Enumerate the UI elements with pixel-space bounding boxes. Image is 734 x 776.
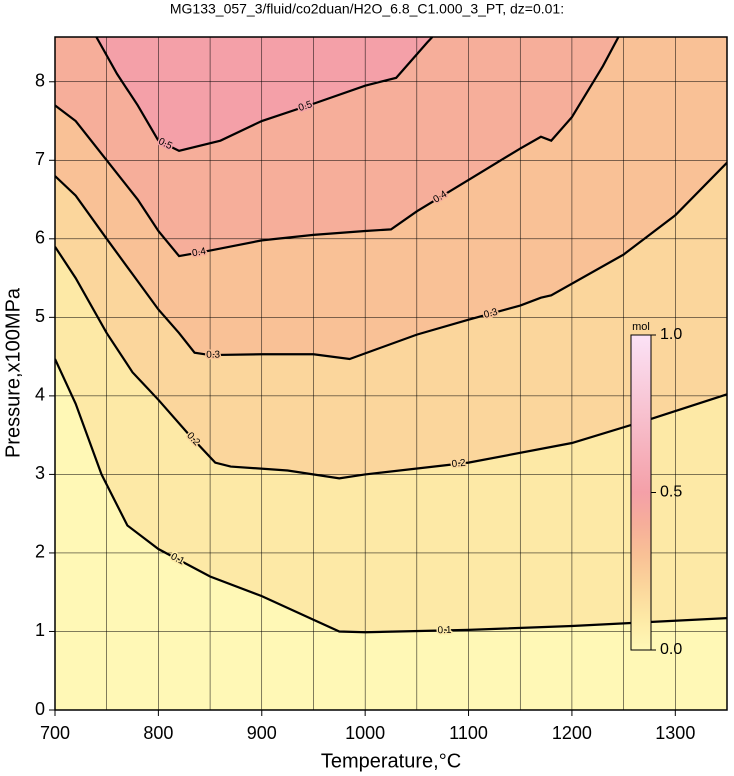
contour-line: [55, 358, 727, 634]
colorbar-tick-label: 1.0: [660, 326, 682, 343]
contour-label: 0.1: [437, 625, 452, 636]
y-tick-label: 5: [35, 306, 45, 326]
y-tick-label: 3: [35, 463, 45, 483]
y-tick-label: 2: [35, 542, 45, 562]
x-tick-label: 1100: [449, 723, 488, 743]
contour-fills: [55, 37, 727, 710]
contour-label: 0.5: [297, 99, 314, 114]
colorbar-title: mol: [632, 321, 650, 333]
y-tick-label: 1: [35, 620, 45, 640]
x-tick-label: 700: [40, 723, 70, 743]
contour-label: 0.3: [206, 350, 221, 361]
chart-title: MG133_057_3/fluid/co2duan/H2O_6.8_C1.000…: [170, 1, 564, 17]
contour-fill: [55, 37, 727, 151]
contour-label: 0.4: [191, 246, 207, 259]
y-axis-label: Pressure,x100MPa: [2, 287, 24, 458]
colorbar-tick-label: 0.5: [660, 484, 682, 501]
contour-label: 0.3: [483, 307, 500, 321]
contour-line: [55, 246, 727, 480]
y-tick-label: 0: [35, 699, 45, 719]
colorbar-tick-label: 0.0: [660, 641, 682, 658]
x-tick-label: 800: [143, 723, 173, 743]
y-tick-label: 8: [35, 71, 45, 91]
x-tick-label: 1000: [345, 723, 385, 743]
plot-frame: [54, 36, 728, 711]
y-tick-label: 6: [35, 228, 45, 248]
contour-label: 0.2: [451, 458, 466, 471]
contour-line: [55, 37, 620, 258]
colorbar: [630, 334, 652, 651]
contour-lines: 0.10.10.20.20.30.30.40.40.50.5: [55, 37, 727, 638]
x-axis-label: Temperature,°C: [321, 750, 461, 772]
contour-line: [95, 37, 434, 153]
x-tick-label: 1300: [655, 723, 695, 743]
x-tick-label: 1200: [552, 723, 592, 743]
y-tick-label: 4: [35, 385, 45, 405]
y-tick-label: 7: [35, 149, 45, 169]
contour-line: [55, 161, 727, 361]
axes: 700 800 900 1000 1100 1200 1300 0 1 2 3 4 5 6 7 8 mol 0.0…: [35, 36, 728, 743]
x-tick-label: 900: [247, 723, 277, 743]
